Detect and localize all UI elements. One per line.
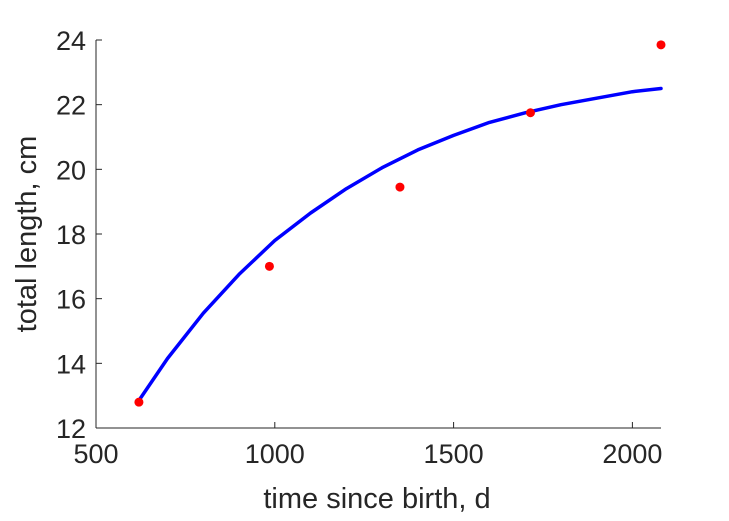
x-axis-title: time since birth, d (263, 483, 490, 515)
data-point (264, 261, 274, 271)
y-axis-title: total length, cm (11, 136, 43, 333)
y-tick-label: 22 (56, 91, 86, 121)
x-ticks: 500 1000 1500 2000 (73, 422, 662, 469)
data-point (395, 182, 405, 192)
x-tick-label: 500 (73, 439, 118, 469)
y-tick-label: 24 (56, 26, 86, 56)
y-ticks: 12 14 16 18 20 22 24 (56, 26, 102, 444)
plot-series (134, 40, 666, 407)
y-tick-label: 14 (56, 349, 86, 379)
data-point (134, 397, 144, 407)
y-tick-label: 18 (56, 220, 86, 250)
data-point (525, 108, 535, 118)
x-tick-label: 1000 (245, 439, 305, 469)
fit-curve (137, 86, 663, 403)
x-tick-label: 2000 (602, 439, 662, 469)
x-tick-label: 1500 (424, 439, 484, 469)
y-tick-label: 20 (56, 155, 86, 185)
axes (95, 40, 661, 429)
y-tick-label: 12 (56, 414, 86, 444)
data-point (656, 40, 666, 50)
y-tick-label: 16 (56, 285, 86, 315)
